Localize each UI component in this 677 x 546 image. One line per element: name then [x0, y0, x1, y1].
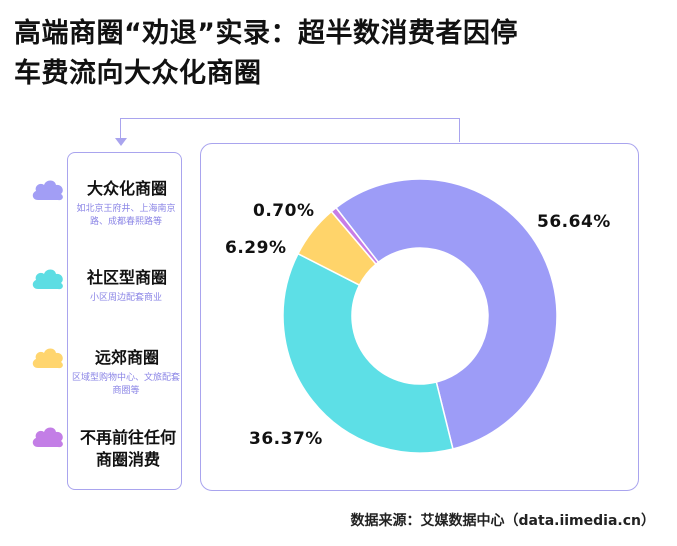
data-label-2: 6.29% [225, 238, 287, 258]
legend-desc-2: 区域型购物中心、文旅配套商圈等 [71, 373, 180, 396]
connector-arrow [115, 138, 127, 146]
connector-bracket [120, 118, 460, 142]
cloud-icon [32, 269, 63, 290]
legend-desc-0: 如北京王府井、上海南京路、成都春熙路等 [76, 204, 176, 227]
legend-name-3: 不再前往任何商圈消费 [79, 428, 176, 469]
data-label-1: 36.37% [249, 429, 323, 449]
legend-panel [67, 152, 182, 490]
data-label-0: 56.64% [537, 212, 611, 232]
cloud-icon [32, 348, 63, 369]
title-line-2: 车费流向大众化商圈 [14, 58, 262, 89]
legend-desc-1: 小区周边配套商业 [89, 293, 162, 303]
title-line-1: 高端商圈“劝退”实录：超半数消费者因停 [14, 18, 518, 49]
legend-name-2: 远郊商圈 [94, 348, 159, 367]
cloud-icon [32, 427, 63, 448]
legend-name-0: 大众化商圈 [86, 179, 167, 198]
cloud-icon [32, 180, 63, 201]
chart-title: 高端商圈“劝退”实录：超半数消费者因停 车费流向大众化商圈 [14, 14, 664, 94]
data-label-3: 0.70% [253, 201, 315, 221]
legend-name-1: 社区型商圈 [86, 268, 167, 287]
source-note: 数据来源：艾媒数据中心（data.iimedia.cn） [350, 513, 655, 529]
